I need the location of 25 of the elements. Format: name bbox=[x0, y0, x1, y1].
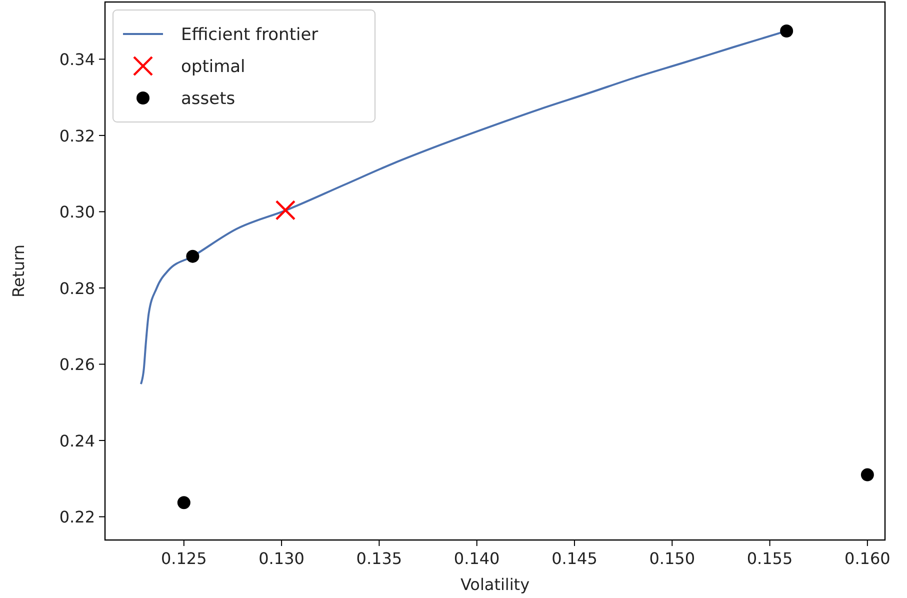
x-tick-label: 0.160 bbox=[844, 549, 890, 568]
y-tick-label: 0.32 bbox=[59, 126, 95, 146]
y-tick-label: 0.30 bbox=[59, 202, 95, 222]
y-tick-label: 0.28 bbox=[59, 278, 95, 298]
point bbox=[780, 24, 794, 38]
y-tick-label: 0.26 bbox=[59, 355, 95, 374]
x-tick-label: 0.130 bbox=[258, 549, 304, 568]
x-axis-title: Volatility bbox=[460, 575, 530, 594]
point bbox=[186, 250, 200, 263]
x-tick-label: 0.140 bbox=[454, 549, 500, 568]
y-tick-label: 0.22 bbox=[59, 508, 95, 527]
legend-label: optimal bbox=[181, 57, 246, 77]
x-tick-label: 0.145 bbox=[552, 549, 598, 568]
x-tick-label: 0.150 bbox=[649, 549, 696, 568]
legend-label: assets bbox=[181, 89, 236, 109]
y-tick-label: 0.34 bbox=[59, 50, 95, 70]
point bbox=[860, 468, 874, 482]
x-tick-label: 0.155 bbox=[746, 549, 793, 568]
legend-label: Efficient frontier bbox=[181, 25, 318, 45]
y-axis-title: Return bbox=[9, 244, 28, 298]
y-tick-label: 0.24 bbox=[59, 431, 95, 450]
x-tick-label: 0.125 bbox=[160, 549, 207, 568]
x-tick-label: 0.135 bbox=[356, 549, 402, 568]
point bbox=[275, 200, 296, 220]
point bbox=[177, 496, 190, 510]
